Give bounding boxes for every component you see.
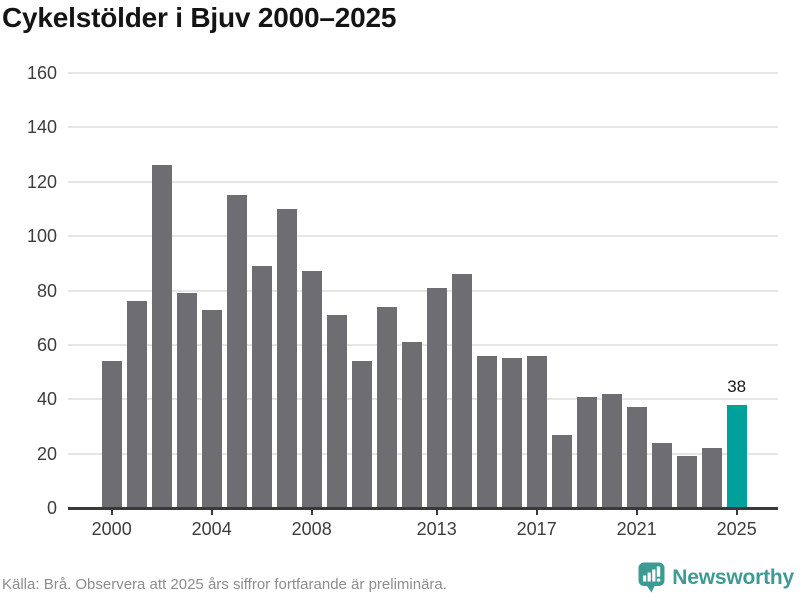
x-axis-label-2021: 2021: [616, 519, 657, 539]
y-axis-label-60: 60: [36, 334, 57, 355]
y-axis-label-160: 160: [26, 63, 57, 83]
gridline-y-140: [68, 126, 778, 129]
highlight-value-label: 38: [727, 376, 747, 396]
gridline-y-100: [68, 235, 778, 238]
bar-2001: [126, 301, 147, 508]
bar-2006: [251, 266, 272, 508]
x-tick-2000: [110, 509, 113, 515]
y-axis-label-120: 120: [26, 171, 57, 192]
newsworthy-logo-text: Newsworthy: [672, 565, 794, 589]
x-tick-2004: [210, 509, 213, 515]
bar-2000: [101, 361, 122, 508]
gridline-y-20: [68, 452, 778, 455]
bar-2015: [476, 355, 497, 508]
gridline-y-60: [68, 343, 778, 346]
newsworthy-bar-chart-bubble-icon: [638, 562, 665, 593]
x-axis-label-2000: 2000: [91, 519, 132, 539]
bar-2012: [401, 342, 422, 508]
bar-2009: [326, 314, 347, 508]
bar-2011: [376, 306, 397, 508]
bar-2017: [526, 355, 547, 508]
plot-area: 0 20 40 60 80 100 120 140 160 38 2000 2004 2008 2013 2…: [27, 63, 778, 539]
bar-2005: [226, 195, 247, 508]
bar-2007: [276, 208, 297, 508]
x-axis-label-2013: 2013: [416, 519, 457, 539]
bar-2013: [426, 287, 447, 508]
gridline-y-160: [68, 72, 778, 74]
source-note: Källa: Brå. Observera att 2025 års siffr…: [2, 576, 447, 593]
x-axis-label-2008: 2008: [291, 519, 332, 539]
y-axis-label-140: 140: [26, 117, 57, 138]
x-tick-2008: [310, 509, 313, 515]
x-tick-2025: [735, 509, 738, 515]
y-axis-label-0: 0: [46, 498, 57, 518]
bar-2003: [176, 293, 197, 508]
y-axis-label-40: 40: [36, 389, 57, 410]
chart-title: Cykelstölder i Bjuv 2000–2025: [2, 2, 397, 33]
bar-2002: [151, 165, 172, 508]
bar-2020: [601, 393, 622, 508]
y-axis-label-80: 80: [36, 280, 57, 301]
x-axis-label-2017: 2017: [516, 519, 557, 539]
x-tick-2017: [535, 509, 538, 515]
x-tick-2013: [435, 509, 438, 515]
y-axis-label-100: 100: [26, 226, 57, 247]
x-axis-label-2004: 2004: [191, 519, 232, 539]
bar-2019: [576, 396, 597, 508]
bar-2023: [676, 456, 697, 508]
bar-2021: [626, 407, 647, 508]
bar-2022: [651, 442, 672, 508]
bar-2025: [726, 404, 747, 508]
bar-2004: [201, 309, 222, 508]
bar-2016: [501, 358, 522, 508]
gridline-y-120: [68, 180, 778, 183]
x-axis-line: [68, 507, 778, 510]
bar-2008: [301, 271, 322, 508]
bar-2018: [551, 434, 572, 508]
newsworthy-logo: Newsworthy: [638, 562, 794, 593]
bar-2024: [701, 448, 722, 508]
x-tick-2021: [635, 509, 638, 515]
y-axis-label-20: 20: [36, 443, 57, 464]
bar-2014: [451, 274, 472, 508]
gridline-y-40: [68, 398, 778, 401]
x-axis-label-2025: 2025: [716, 519, 757, 539]
gridline-y-80: [68, 289, 778, 292]
bar-2010: [351, 361, 372, 508]
